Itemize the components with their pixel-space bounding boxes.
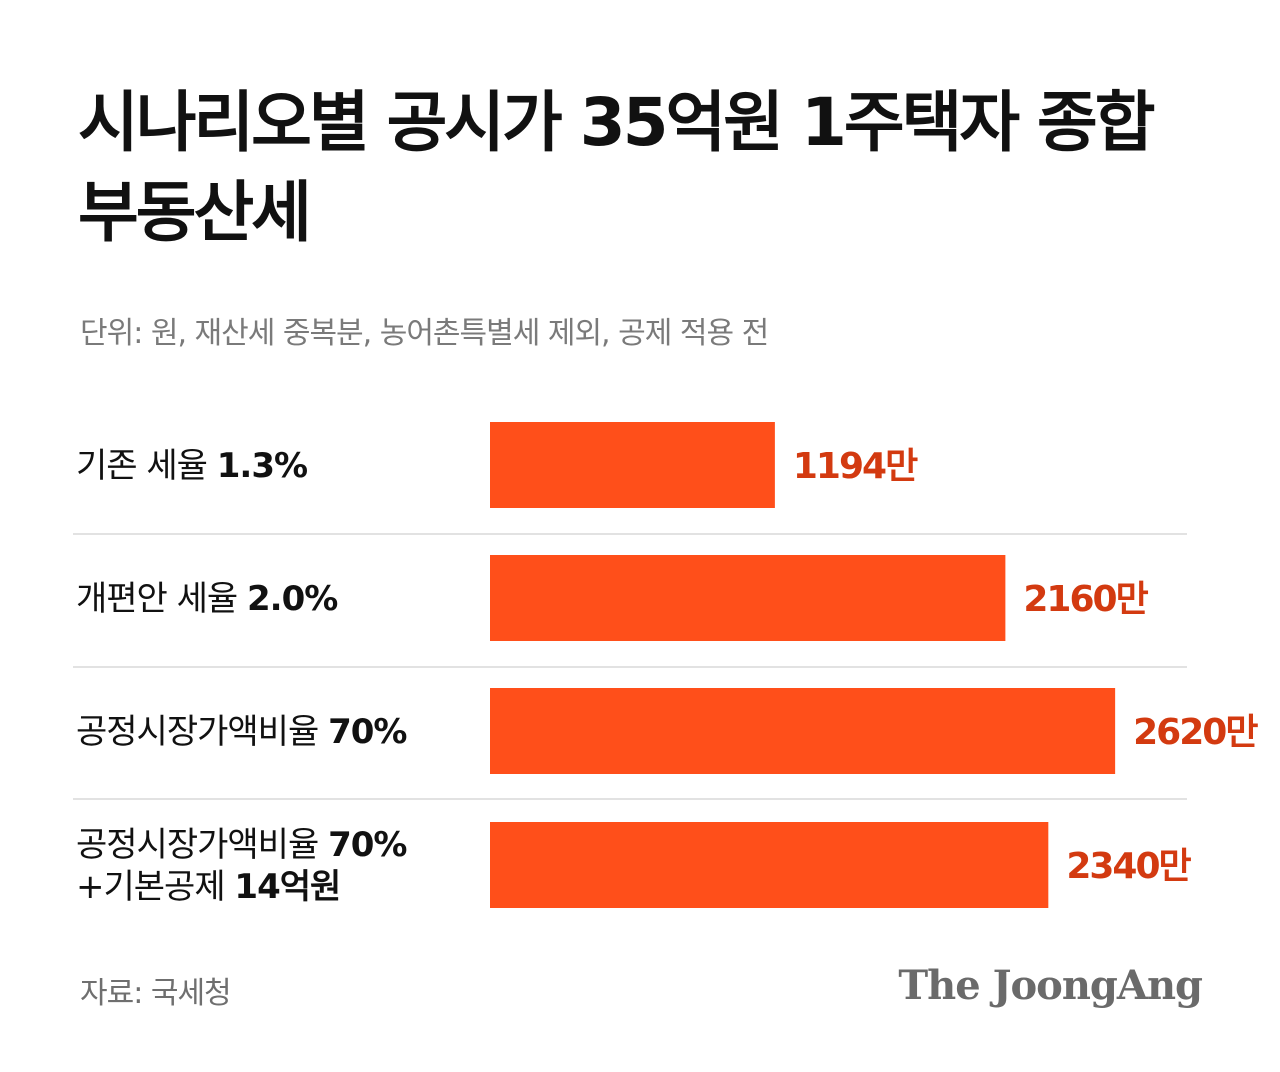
category-label-text: 공정시장가액비율 [76, 825, 328, 865]
category-label: 개편안 세율 2.0% [76, 579, 337, 619]
category-label-value: 2.0% [247, 579, 337, 619]
chart-title: 시나리오별 공시가 35억원 1주택자 종합부동산세 [78, 84, 1155, 251]
category-label: 기존 세율 1.3% [76, 446, 307, 486]
category-label: 공정시장가액비율 70% [76, 712, 406, 752]
source-note: 자료: 국세청 [80, 976, 232, 1011]
category-label-text: +기본공제 [76, 867, 234, 907]
chart-subtitle: 단위: 원, 재산세 중복분, 농어촌특별세 제외, 공제 적용 전 [80, 316, 769, 351]
category-label-value: 70% [328, 712, 406, 752]
brand-logo: The JoongAng [898, 962, 1203, 1009]
category-label: +기본공제 14억원 [76, 867, 340, 907]
bar [490, 422, 775, 508]
category-label-text: 개편안 세율 [76, 579, 247, 619]
category-label-text: 공정시장가액비율 [76, 712, 328, 752]
value-label: 1194만 [793, 446, 918, 487]
category-label-value: 1.3% [217, 446, 307, 486]
bar [490, 688, 1116, 774]
category-label-value: 70% [328, 825, 406, 865]
bar [490, 555, 1006, 641]
category-label-text: 기존 세율 [76, 446, 217, 486]
value-label: 2340만 [1066, 846, 1191, 887]
category-label-value: 14억원 [234, 867, 340, 907]
category-label: 공정시장가액비율 70% [76, 825, 406, 865]
bar [490, 822, 1049, 908]
value-label: 2620만 [1133, 712, 1258, 753]
value-label: 2160만 [1023, 579, 1148, 620]
